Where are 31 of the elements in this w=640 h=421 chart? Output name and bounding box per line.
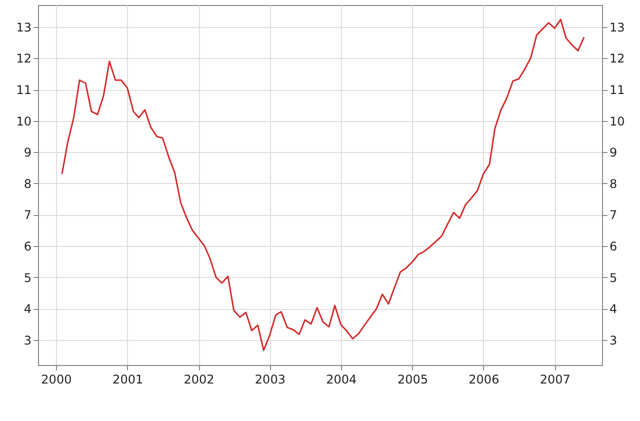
y-tick-label: 8 (24, 176, 32, 191)
y-tick-label: 11 (16, 83, 32, 98)
y-tick-label: 13 (16, 20, 32, 34)
y-tick-label: 10 (16, 114, 32, 128)
y2-tick-label: 5 (610, 270, 618, 285)
y2-tick-label: 7 (610, 208, 618, 222)
y-tick-label: 3 (24, 333, 32, 348)
y2-tick-label: 4 (610, 302, 618, 316)
x-tick-label: 2003 (254, 372, 286, 386)
y2-tick-label: 10 (610, 114, 625, 128)
y2-tick-label: 12 (610, 52, 625, 66)
x-tick-label: 2006 (468, 372, 500, 386)
y2-tick-label: 3 (610, 333, 618, 348)
x-tick-label: 2007 (540, 372, 570, 386)
y2-tick-label: 9 (610, 146, 618, 160)
x-tick-label: 2001 (112, 372, 144, 386)
y-tick-label: 7 (24, 208, 32, 222)
y-tick-label: 9 (24, 146, 32, 160)
y-tick-label: 4 (24, 302, 32, 316)
line-series (61, 18, 585, 352)
y-tick-label: 12 (16, 52, 32, 66)
x-tick-label: 2004 (326, 372, 357, 386)
x-tick-label: 2002 (184, 372, 214, 386)
y2-tick-label: 13 (610, 20, 625, 34)
y-tick-label: 6 (24, 240, 32, 254)
y2-tick-label: 8 (610, 176, 618, 191)
x-tick-label: 2005 (397, 372, 428, 386)
y2-tick-label: 11 (610, 83, 625, 98)
y-tick-label: 5 (24, 270, 32, 285)
x-tick-label: 2000 (41, 372, 72, 386)
y2-tick-label: 6 (610, 240, 618, 254)
